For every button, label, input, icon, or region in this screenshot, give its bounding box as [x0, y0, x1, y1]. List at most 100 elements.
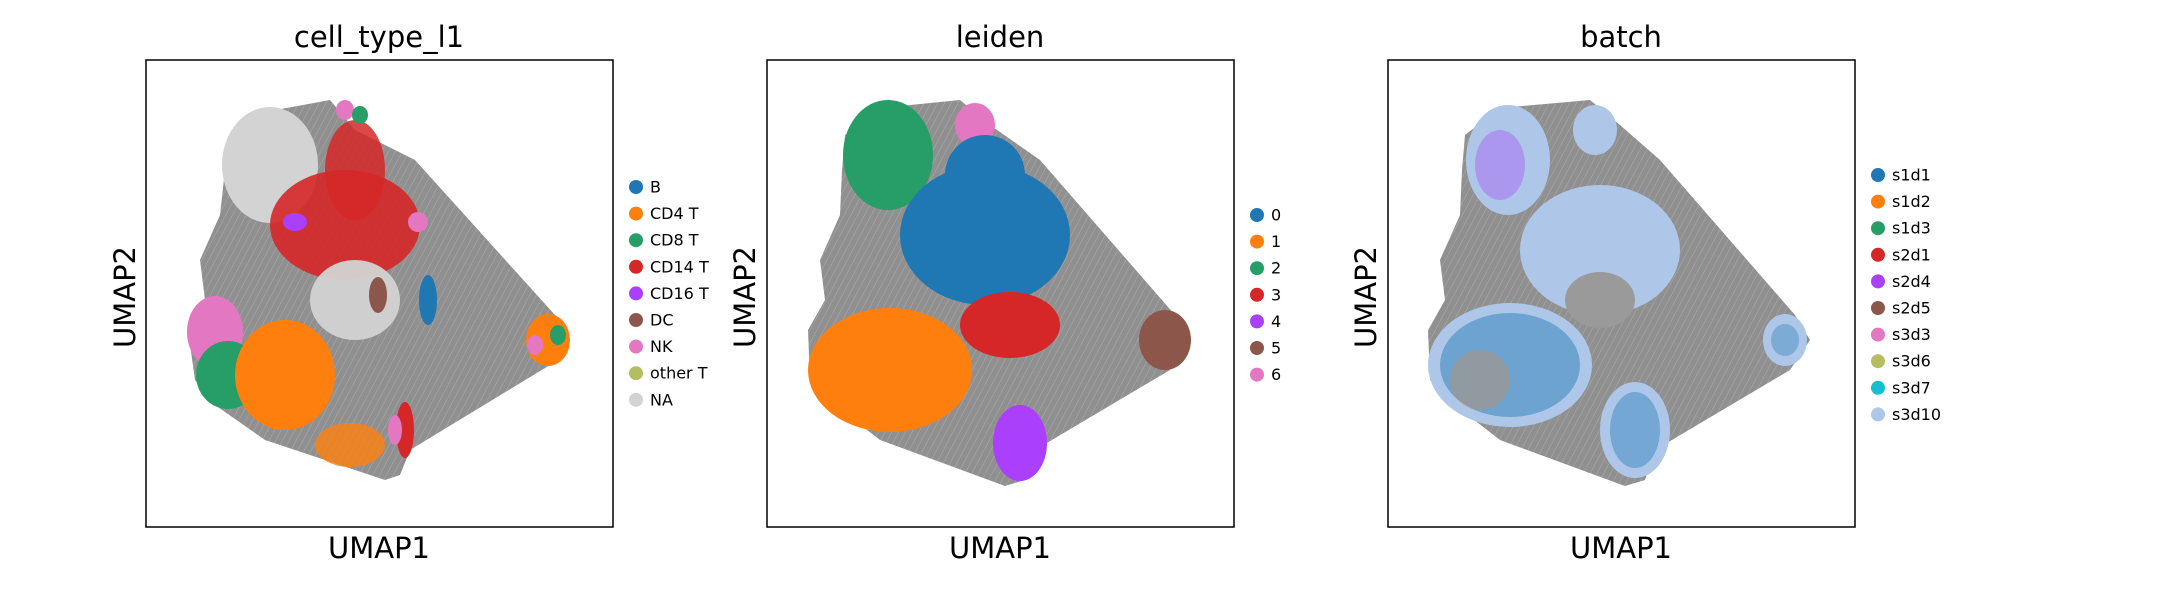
panel-1-legend: B CD4 T CD8 T CD14 T CD16 T DC NK other T NA [629, 178, 709, 409]
panel-1-plot-area [145, 59, 614, 528]
panel-1-cluster-right-green [550, 325, 566, 345]
legend-item: s1d3 [1871, 219, 1931, 238]
panel-1-cluster-cd14 [270, 170, 420, 280]
legend-label: CD4 T [650, 204, 699, 223]
panel-2-clusters [808, 100, 1191, 481]
legend-marker [1871, 221, 1885, 236]
legend-label: NK [650, 337, 673, 356]
legend-marker [629, 286, 643, 301]
legend-label: 1 [1271, 232, 1281, 251]
legend-marker [1250, 314, 1264, 329]
legend-item: CD4 T [629, 204, 699, 223]
legend-marker [1871, 194, 1885, 209]
legend-item: DC [629, 311, 674, 330]
legend-marker [629, 392, 643, 407]
panel-1-cluster-cd4-tail [315, 423, 385, 467]
legend-item: s2d1 [1871, 245, 1931, 264]
panel-3-cluster-lower-mix [1610, 392, 1660, 468]
panel-leiden: leiden UMAP1 UMAP2 0 1 2 3 4 5 6 [728, 20, 1281, 565]
legend-label: s3d3 [1892, 325, 1931, 344]
legend-item: s1d1 [1871, 166, 1931, 185]
legend-item: 6 [1250, 365, 1281, 384]
legend-label: other T [650, 364, 708, 383]
panel-1-cluster-right-edge [408, 212, 428, 232]
legend-item: 4 [1250, 312, 1281, 331]
panel-3-frame [1387, 59, 1856, 528]
panel-2-legend: 0 1 2 3 4 5 6 [1250, 206, 1281, 384]
panel-cell-type-l1: cell_type_l1 UMAP1 UMAP2 [108, 20, 709, 565]
legend-marker [629, 339, 643, 354]
legend-label: 4 [1271, 312, 1281, 331]
legend-marker [629, 313, 643, 327]
panel-3-cluster-left-mix [1440, 313, 1580, 417]
panel-1-cluster-dc [369, 277, 387, 313]
panel-3-xlabel: UMAP1 [1570, 531, 1672, 565]
panel-1-ylabel: UMAP2 [108, 246, 142, 348]
legend-label: s2d1 [1892, 245, 1931, 264]
panel-2-plot-area [766, 59, 1235, 528]
panel-2-cluster-4 [993, 405, 1047, 481]
legend-label: 2 [1271, 259, 1281, 278]
panel-3-plot-area [1387, 59, 1856, 528]
panel-1-clusters [187, 100, 570, 467]
panel-1-cluster-cd4 [235, 320, 335, 430]
panel-3-cluster-top-left-mix [1475, 130, 1525, 200]
legend-label: s2d4 [1892, 272, 1931, 291]
legend-marker [1871, 327, 1885, 342]
panel-2-cluster-0-top [945, 135, 1025, 215]
legend-marker [1871, 247, 1885, 262]
legend-marker [629, 366, 643, 381]
legend-marker [1871, 168, 1885, 182]
legend-item: s3d7 [1871, 378, 1931, 397]
legend-marker [1871, 380, 1885, 395]
panel-2-cluster-3 [960, 292, 1060, 358]
legend-label: 3 [1271, 285, 1281, 304]
panel-1-title: cell_type_l1 [294, 20, 464, 54]
legend-item: other T [629, 364, 708, 383]
legend-item: 0 [1250, 206, 1281, 225]
panel-2-cluster-0 [900, 165, 1070, 305]
legend-marker [629, 259, 643, 274]
panel-3-cluster-top-left [1466, 105, 1550, 215]
panel-2-title: leiden [956, 20, 1045, 54]
panel-1-frame [145, 59, 614, 528]
legend-item: s2d4 [1871, 272, 1931, 291]
legend-label: B [650, 178, 661, 197]
legend-label: s3d7 [1892, 378, 1931, 397]
panel-1-cluster-cd14-low [396, 402, 414, 458]
legend-item: 3 [1250, 285, 1281, 304]
legend-marker [1250, 367, 1264, 382]
legend-label: s3d10 [1892, 405, 1941, 424]
legend-item: 1 [1250, 232, 1281, 251]
legend-item: s1d2 [1871, 192, 1931, 211]
panel-1-cluster-b [419, 275, 437, 325]
legend-label: s3d6 [1892, 352, 1931, 371]
panel-3-cluster-left [1428, 303, 1592, 427]
panel-1-cluster-top-green [352, 106, 368, 124]
legend-label: CD8 T [650, 231, 699, 250]
panel-3-cluster-center [1520, 185, 1680, 315]
panel-3-legend: s1d1 s1d2 s1d3 s2d1 s2d4 s2d5 s3d3 s3d6 s3d7 s3d1… [1871, 166, 1941, 424]
legend-item: B [629, 178, 661, 197]
legend-marker [1250, 341, 1264, 355]
legend-marker [629, 206, 643, 221]
panel-3-clusters [1428, 105, 1807, 478]
panel-3-ylabel: UMAP2 [1349, 246, 1383, 348]
panel-1-xlabel: UMAP1 [328, 531, 430, 565]
panel-1-cluster-right-pink [527, 335, 543, 355]
panel-2-frame [766, 59, 1235, 528]
panel-2-cluster-1 [808, 308, 972, 432]
legend-label: NA [650, 390, 673, 409]
legend-item: s3d6 [1871, 352, 1931, 371]
legend-marker [1250, 234, 1264, 249]
legend-item: CD16 T [629, 284, 709, 303]
legend-label: DC [650, 311, 674, 330]
legend-label: s2d5 [1892, 299, 1931, 318]
panel-2-cluster-5 [1139, 310, 1191, 370]
legend-marker [1250, 261, 1264, 276]
panel-1-cluster-nk-low [388, 415, 402, 445]
panel-2-cluster-2 [843, 100, 933, 210]
legend-marker [1871, 301, 1885, 315]
legend-marker [1250, 287, 1264, 302]
